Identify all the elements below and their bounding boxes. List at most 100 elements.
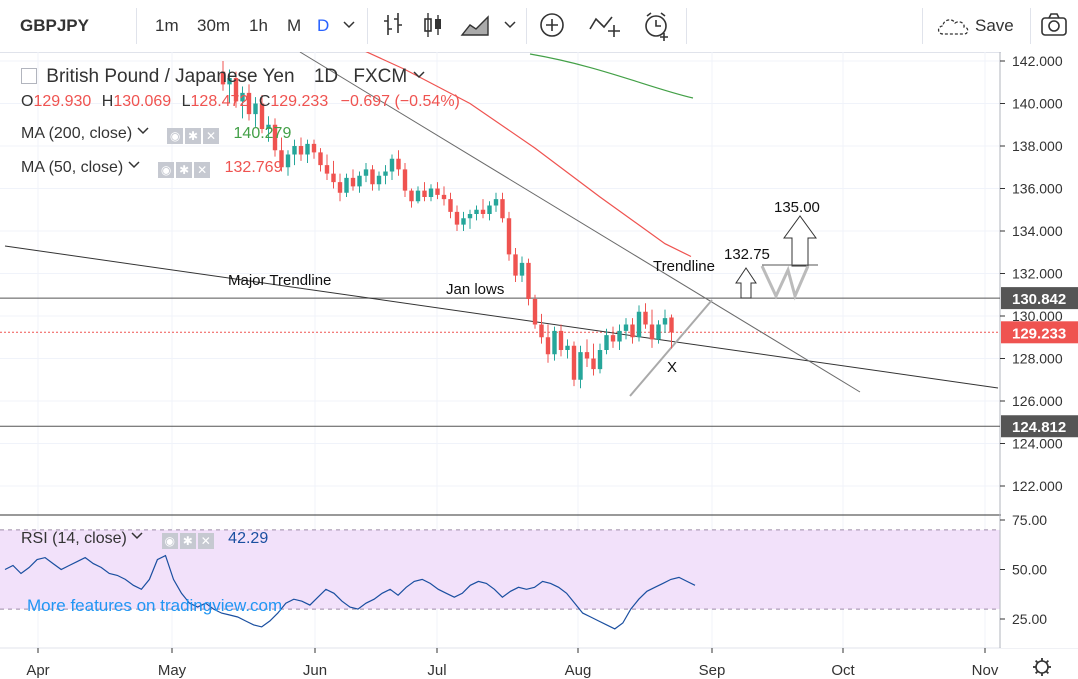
candle-body (305, 143, 310, 155)
price-axis-background (1001, 52, 1078, 648)
interval-1m-button[interactable]: 1m (155, 16, 179, 35)
candle-body (662, 318, 668, 325)
candle-body (526, 262, 531, 299)
major-trendline-label: Major Trendline (228, 272, 331, 289)
eye-icon[interactable]: ◉ (158, 162, 175, 178)
time-tick-label: Aug (565, 662, 592, 679)
candle-body (428, 188, 434, 197)
w-pattern-shape (760, 265, 810, 301)
gear-circle (1035, 660, 1049, 674)
close-label: C (258, 93, 271, 110)
close-value: 129.233 (270, 93, 329, 110)
area-chart-icon[interactable] (460, 11, 490, 39)
rsi-value: 42.29 (228, 530, 269, 547)
change-value: −0.697 (−0.54%) (340, 93, 460, 110)
candle-body (506, 218, 512, 255)
candle-body (227, 78, 232, 85)
candle-body (630, 324, 635, 338)
candle-body (649, 324, 655, 340)
target-132-75-label: 132.75 (724, 246, 770, 263)
x-mark-label: X (667, 359, 677, 376)
candle-body (617, 330, 622, 342)
candle-body (324, 165, 330, 174)
candle-body (474, 209, 479, 214)
price-chart[interactable]: Major Trendline Jan lows Trendline 132.75 13… (0, 52, 1078, 679)
toolbar-divider (526, 8, 527, 44)
candle-body (435, 188, 440, 195)
gear-tooth (1045, 659, 1050, 664)
toolbar-divider (1030, 8, 1031, 44)
candle-body (246, 92, 252, 115)
alert-clock-icon[interactable] (642, 11, 672, 41)
interval-day-button[interactable]: D (317, 16, 330, 35)
price-tick-label: 136.000 (1012, 181, 1063, 197)
camera-icon[interactable] (1040, 13, 1068, 37)
rsi-legend[interactable]: RSI (14, close) ◉ ✱ ✕ 42.29 (21, 530, 268, 549)
symbol-search-button[interactable]: GBPJPY (20, 16, 89, 35)
eye-icon[interactable]: ◉ (167, 128, 184, 144)
chevron-down-icon[interactable] (128, 160, 140, 170)
rsi-label: RSI (14, close) (21, 530, 127, 547)
compare-icon[interactable] (588, 11, 622, 39)
candle-body (415, 190, 421, 202)
candle-body (604, 335, 609, 350)
settings-gear-icon[interactable] (1033, 658, 1051, 676)
candle-body (350, 177, 356, 187)
rsi-line-path (4, 554, 696, 630)
candle-body (344, 177, 349, 193)
chevron-down-icon[interactable] (504, 20, 516, 30)
ma200-legend[interactable]: MA (200, close) ◉ ✱ ✕ 140.279 (21, 125, 291, 144)
candle-body (480, 209, 486, 214)
watermark-link[interactable]: More features on tradingview.com (27, 596, 283, 615)
candle-body (272, 124, 278, 151)
time-tick-label: Jun (303, 662, 327, 679)
candle-body (279, 150, 284, 168)
ma50-legend[interactable]: MA (50, close) ◉ ✱ ✕ 132.769 (21, 159, 282, 178)
close-icon[interactable]: ✕ (203, 128, 220, 144)
candle-body (519, 262, 525, 276)
cloud-icon[interactable] (935, 14, 971, 38)
time-axis[interactable]: Apr May Jun Jul Aug Sep Oct Nov (26, 648, 1051, 679)
interval-1h-button[interactable]: 1h (249, 16, 268, 35)
candles-icon[interactable] (420, 11, 446, 39)
price-marker-badge (1001, 287, 1078, 310)
chevron-down-icon[interactable] (137, 126, 149, 136)
eye-icon[interactable]: ◉ (161, 533, 178, 549)
candle-body (311, 143, 317, 153)
interval-month-button[interactable]: M (287, 16, 302, 35)
candle-body (448, 199, 453, 212)
toolbar-divider (136, 8, 137, 44)
candle-body (493, 199, 499, 206)
candle-body (383, 171, 388, 176)
save-button[interactable]: Save (975, 16, 1014, 35)
candle-body (331, 173, 336, 183)
candle-body (578, 352, 583, 380)
add-indicator-icon[interactable] (538, 11, 566, 39)
chevron-down-icon[interactable] (131, 531, 143, 541)
price-tick-label: 128.000 (1012, 351, 1063, 367)
bar-chart-icon[interactable] (380, 11, 406, 39)
gear-icon[interactable]: ✱ (185, 128, 202, 144)
candle-body (266, 124, 271, 129)
candle-body (220, 71, 226, 85)
price-tick-label: 130.000 (1012, 308, 1063, 324)
candle-body (669, 317, 674, 333)
collapse-legend-icon[interactable] (21, 68, 37, 84)
close-icon[interactable]: ✕ (197, 533, 214, 549)
chevron-down-icon[interactable] (412, 70, 425, 80)
price-axis[interactable]: 142.000 140.000 138.000 136.000 134.000 132.0… (1000, 52, 1078, 648)
candle-body (285, 154, 291, 168)
gear-icon[interactable]: ✱ (179, 533, 196, 549)
candle-body (337, 182, 343, 193)
interval-30m-button[interactable]: 30m (197, 16, 231, 35)
chevron-down-icon[interactable] (343, 20, 355, 30)
candle-body (571, 345, 577, 380)
price-tick-label: 140.000 (1012, 96, 1063, 112)
gear-icon[interactable]: ✱ (176, 162, 193, 178)
rsi-tick-label: 75.00 (1012, 512, 1047, 528)
ohlc-row: O129.930 H130.069 L128.472 C129.233 −0.6… (21, 93, 460, 111)
price-tick-label: 138.000 (1012, 138, 1063, 154)
price-marker-label: 129.233 (1012, 325, 1066, 342)
close-icon[interactable]: ✕ (194, 162, 211, 178)
candle-body (253, 103, 258, 115)
